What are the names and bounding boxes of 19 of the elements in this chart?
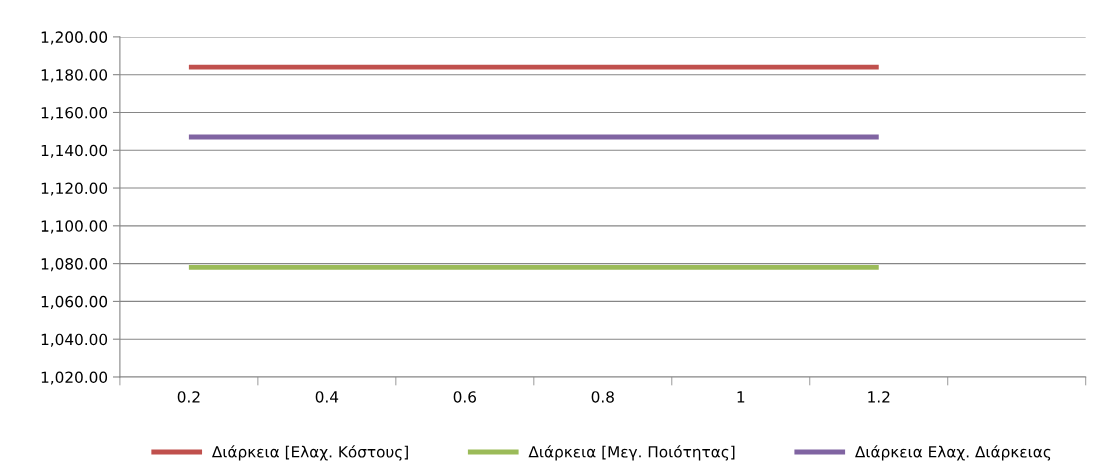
x-tick-label: 0.2	[177, 391, 200, 403]
x-tick-label: 0.8	[591, 391, 614, 403]
y-tick-label: 1,200.00	[41, 31, 108, 45]
y-tick-label: 1,020.00	[41, 371, 108, 385]
legend-label: Διάρκεια [Ελαχ. Κόστους]	[211, 445, 408, 461]
y-tick-label: 1,140.00	[41, 144, 108, 158]
x-tick-label: 0.4	[315, 391, 339, 403]
x-tick-label: 0.6	[453, 391, 477, 403]
legend-label: Διάρκεια [Μεγ. Ποιότητας]	[528, 445, 735, 461]
y-tick-label: 1,160.00	[41, 106, 108, 121]
x-tick-label: 1	[737, 391, 745, 403]
legend-label: Διάρκεια Ελαχ. Διάρκειας	[855, 445, 1051, 461]
y-tick-label: 1,180.00	[41, 69, 108, 83]
y-tick-label: 1,060.00	[41, 295, 108, 309]
y-tick-label: 1,120.00	[41, 182, 108, 196]
x-tick-label: 1.2	[868, 391, 890, 403]
y-tick-label: 1,100.00	[41, 220, 108, 234]
y-tick-label: 1,080.00	[41, 258, 108, 272]
y-tick-label: 1,040.00	[41, 333, 108, 347]
